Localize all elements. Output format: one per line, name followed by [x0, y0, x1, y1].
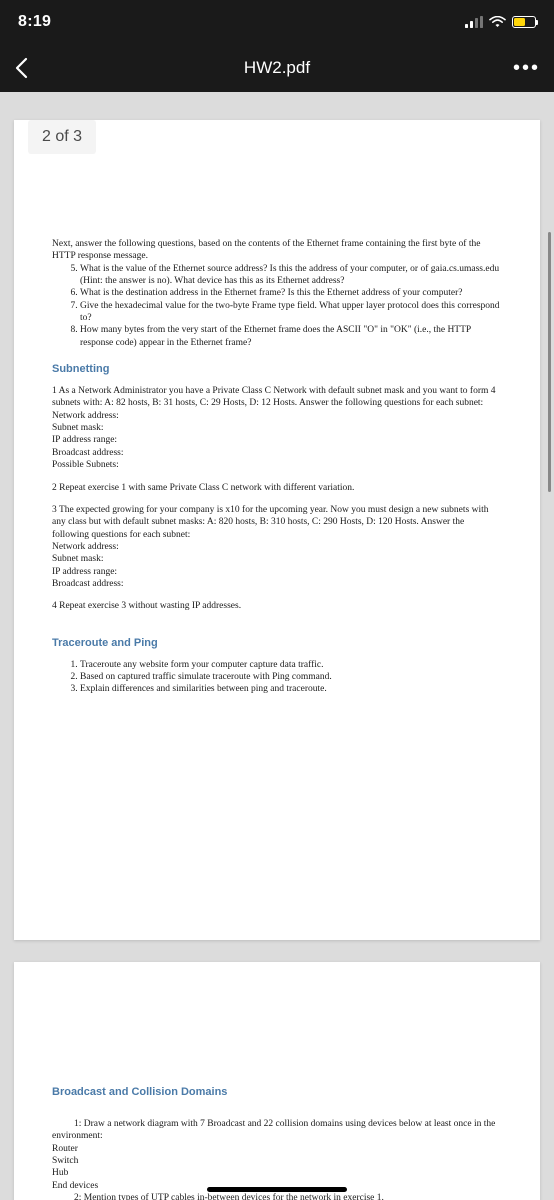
back-button[interactable] — [14, 57, 40, 79]
field-broadcast: Broadcast address: — [52, 447, 502, 459]
question-8: How many bytes from the very start of th… — [80, 324, 502, 349]
field-network-address-2: Network address: — [52, 541, 502, 553]
field-possible-subnets: Possible Subnets: — [52, 459, 502, 471]
document-title: HW2.pdf — [40, 58, 514, 78]
field-broadcast-2: Broadcast address: — [52, 578, 502, 590]
bc-hub: Hub — [52, 1167, 502, 1179]
more-button[interactable]: ••• — [514, 58, 540, 78]
field-ip-range: IP address range: — [52, 434, 502, 446]
page-indicator: 2 of 3 — [28, 120, 96, 154]
trace-item-1: Traceroute any website form your compute… — [80, 659, 502, 671]
document-viewport[interactable]: 2 of 3 Next, answer the following questi… — [0, 92, 554, 1200]
field-network-address: Network address: — [52, 410, 502, 422]
trace-item-2: Based on captured traffic simulate trace… — [80, 671, 502, 683]
question-list: What is the value of the Ethernet source… — [52, 263, 502, 349]
bc-q2: 2: Mention types of UTP cables in-betwee… — [52, 1192, 502, 1200]
bc-router: Router — [52, 1143, 502, 1155]
battery-icon — [512, 16, 536, 28]
section-title-subnetting: Subnetting — [52, 363, 502, 375]
status-bar: 8:19 — [0, 0, 554, 44]
subnet-q1: 1 As a Network Administrator you have a … — [52, 385, 502, 410]
wifi-icon — [489, 16, 506, 28]
section-title-broadcast: Broadcast and Collision Domains — [52, 1086, 502, 1098]
traceroute-list: Traceroute any website form your compute… — [52, 659, 502, 696]
subnet-q3: 3 The expected growing for your company … — [52, 504, 502, 541]
status-time: 8:19 — [18, 13, 51, 31]
section-title-traceroute: Traceroute and Ping — [52, 637, 502, 649]
pdf-page-2: Next, answer the following questions, ba… — [14, 120, 540, 940]
field-subnet-mask: Subnet mask: — [52, 422, 502, 434]
home-indicator[interactable] — [207, 1187, 347, 1192]
question-5: What is the value of the Ethernet source… — [80, 263, 502, 288]
intro-paragraph: Next, answer the following questions, ba… — [52, 238, 502, 263]
field-subnet-mask-2: Subnet mask: — [52, 553, 502, 565]
pdf-page-3: Broadcast and Collision Domains 1: Draw … — [14, 962, 540, 1200]
field-ip-range-2: IP address range: — [52, 566, 502, 578]
bc-q1: 1: Draw a network diagram with 7 Broadca… — [52, 1118, 502, 1143]
subnet-q4: 4 Repeat exercise 3 without wasting IP a… — [52, 600, 502, 612]
question-6: What is the destination address in the E… — [80, 287, 502, 299]
trace-item-3: Explain differences and similarities bet… — [80, 683, 502, 695]
scroll-indicator[interactable] — [548, 232, 551, 492]
chevron-left-icon — [14, 57, 28, 79]
nav-bar: HW2.pdf ••• — [0, 44, 554, 92]
cellular-icon — [465, 16, 483, 28]
subnet-q2: 2 Repeat exercise 1 with same Private Cl… — [52, 482, 502, 494]
question-7: Give the hexadecimal value for the two-b… — [80, 300, 502, 325]
status-right — [465, 16, 536, 28]
battery-fill — [514, 18, 525, 26]
bc-switch: Switch — [52, 1155, 502, 1167]
